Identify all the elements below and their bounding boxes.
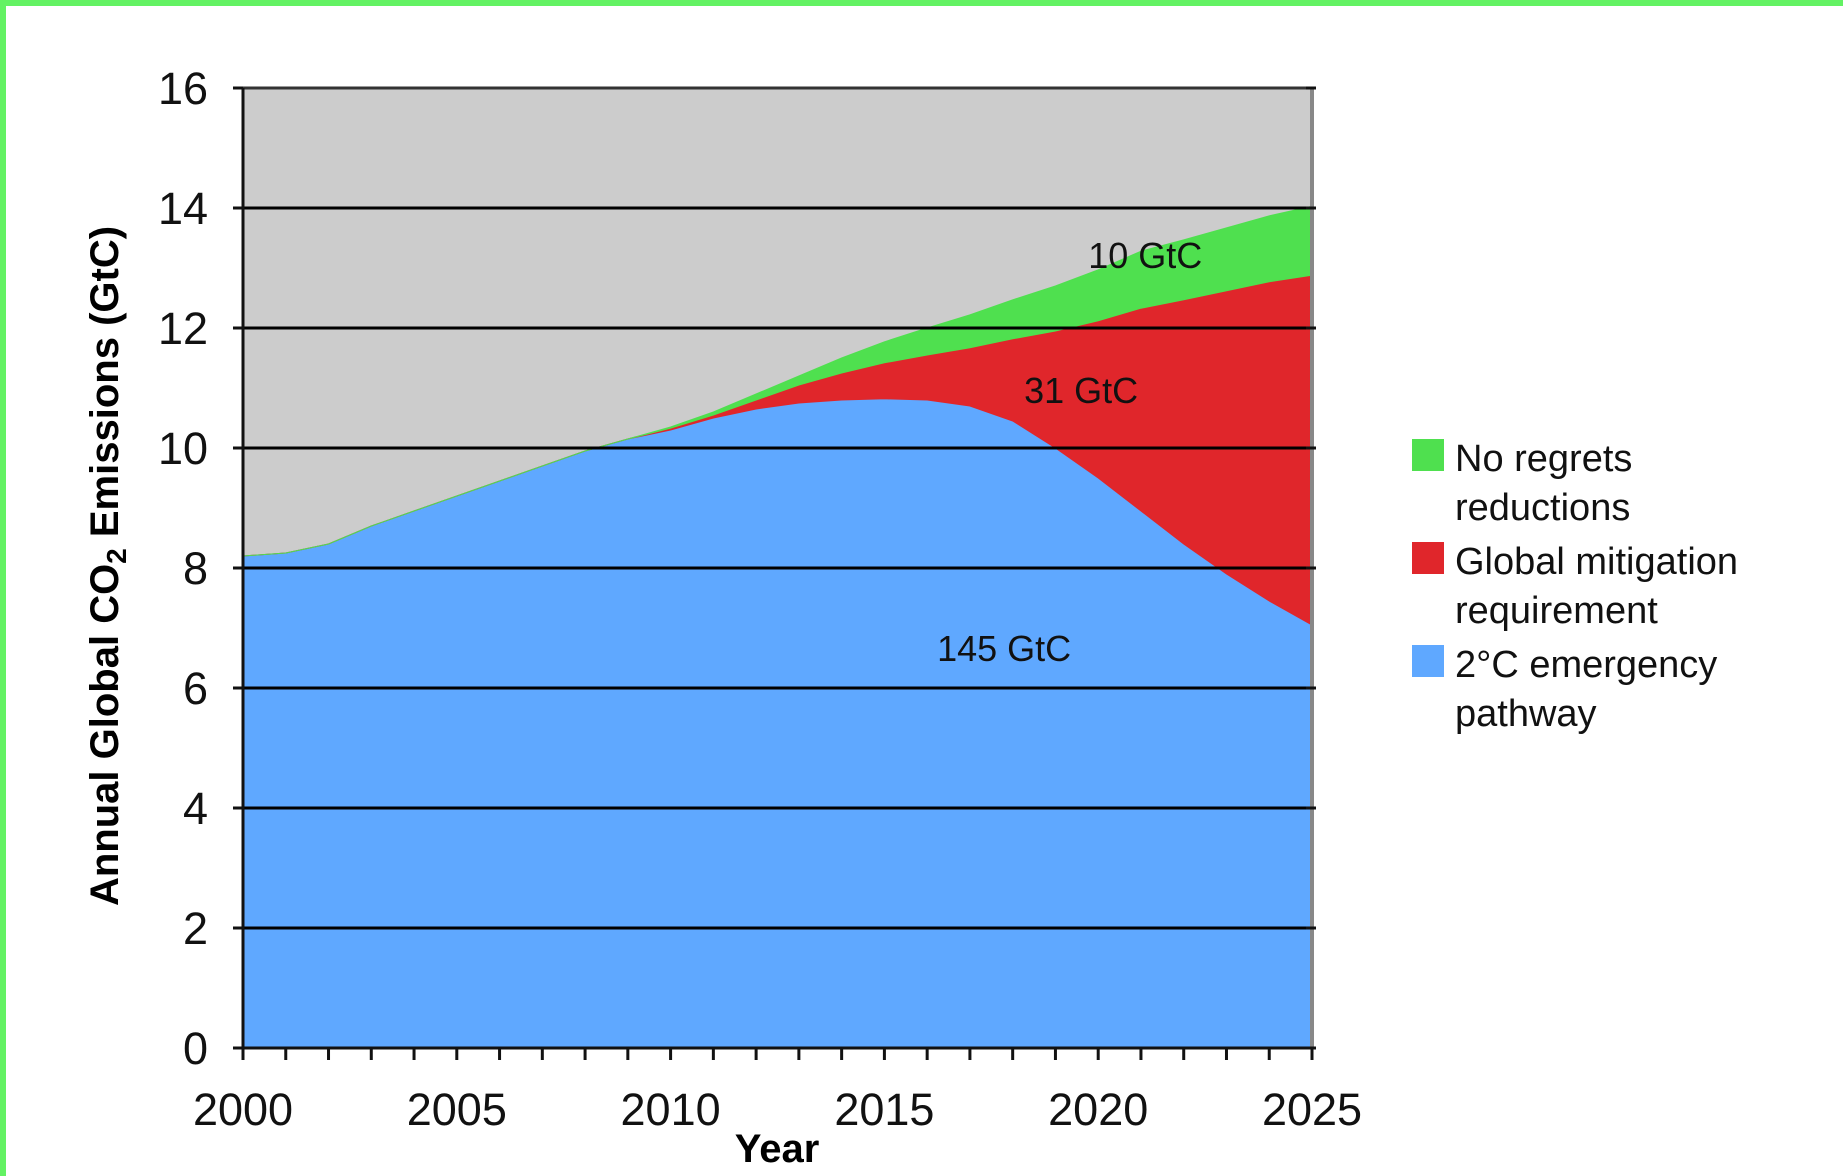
y-tick-label: 16 (158, 63, 208, 114)
y-tick-label: 14 (158, 183, 208, 234)
legend-label-1: reductions (1455, 487, 1630, 529)
region-labels: 10 GtC 31 GtC 145 GtC (937, 235, 1202, 669)
x-tick-label: 2020 (1048, 1084, 1148, 1135)
x-tick-label: 2005 (407, 1084, 507, 1135)
region-label: 145 GtC (937, 628, 1071, 669)
gridlines (243, 206, 1312, 930)
y-axis-title: Annual Global CO2 Emissions (GtC) (83, 226, 132, 906)
legend-label-1: No regrets (1455, 438, 1632, 480)
region-label: 10 GtC (1088, 235, 1202, 276)
legend: No regrets reductions Global mitigation req… (1412, 438, 1738, 735)
y-axis-ticks: 0 2 4 6 8 10 12 14 16 (158, 63, 1316, 1074)
x-tick-label: 2025 (1262, 1084, 1362, 1135)
legend-label-3: 2°C emergency (1455, 644, 1717, 686)
legend-label-2: requirement (1455, 590, 1658, 632)
legend-swatch-2 (1412, 542, 1444, 574)
x-tick-label: 2000 (193, 1084, 293, 1135)
legend-swatch-1 (1412, 439, 1444, 471)
y-tick-label: 12 (158, 303, 208, 354)
y-tick-label: 0 (183, 1023, 208, 1074)
x-axis-ticks: 2000 2005 2010 2015 2020 2025 (193, 1048, 1362, 1135)
legend-label-3: pathway (1455, 693, 1597, 735)
legend-label-2: Global mitigation (1455, 541, 1738, 583)
y-tick-label: 4 (183, 783, 208, 834)
y-tick-label: 2 (183, 903, 208, 954)
y-tick-label: 6 (183, 663, 208, 714)
region-label: 31 GtC (1024, 370, 1138, 411)
x-tick-label: 2010 (621, 1084, 721, 1135)
x-tick-label: 2015 (834, 1084, 934, 1135)
y-tick-label: 8 (183, 543, 208, 594)
legend-swatch-3 (1412, 645, 1444, 677)
plot-area: 10 GtC 31 GtC 145 GtC (241, 86, 1314, 1050)
x-axis-title: Year (735, 1127, 820, 1171)
y-tick-label: 10 (158, 423, 208, 474)
